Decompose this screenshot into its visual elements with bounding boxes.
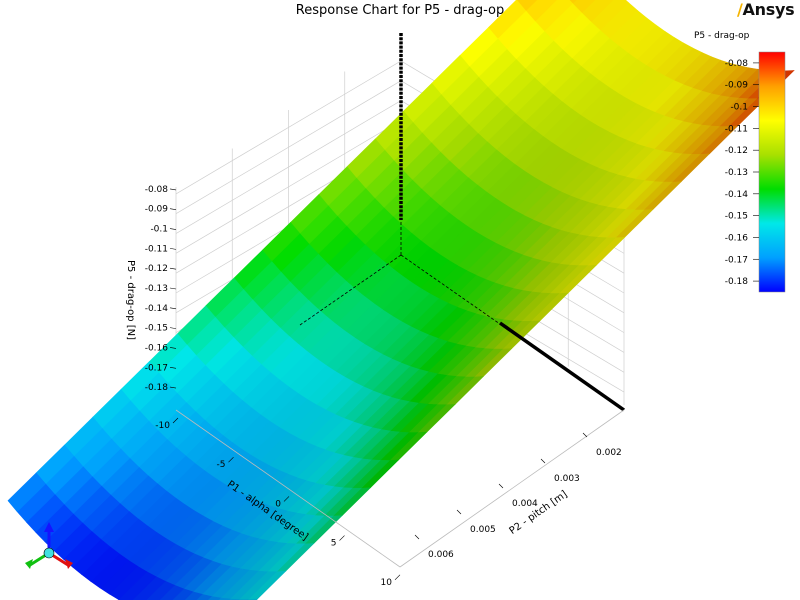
hidden-axis-line (299, 254, 402, 326)
x-axis-ticks: -10 -5 0 5 10 (155, 417, 401, 588)
z-tick-mark (169, 307, 177, 310)
surface-patch (184, 591, 203, 600)
colorbar (758, 51, 786, 293)
surface-patch (207, 596, 222, 600)
y-tick-mark (582, 432, 588, 438)
z-tick-label: -0.1 (150, 225, 168, 235)
x-tick-mark (228, 456, 234, 463)
triad-x-arrow (25, 559, 33, 569)
z-tick-mark (169, 267, 177, 270)
floor-edge (399, 409, 625, 568)
colorbar-tick-label: -0.15 (725, 212, 748, 222)
z-tick-label: -0.08 (145, 185, 169, 195)
x-tick-label: 5 (331, 539, 337, 549)
colorbar-title: P5 - drag-op (694, 31, 750, 41)
y-axis-label: P2 - pitch [m] (508, 489, 570, 537)
z-tick-mark (169, 228, 177, 230)
surface-patch (171, 588, 194, 600)
y-tick-label: 0.003 (554, 474, 580, 484)
z-tick-mark (169, 248, 177, 250)
floor-edge (175, 409, 401, 568)
y-tick-mark (456, 509, 462, 515)
colorbar-tick-label: -0.18 (725, 277, 749, 287)
z-tick-mark (169, 287, 177, 290)
colorbar-tick-label: -0.17 (725, 255, 748, 265)
colorbar-tick-label: -0.09 (725, 81, 749, 91)
z-tick-label: -0.15 (145, 324, 168, 334)
z-tick-label: -0.16 (145, 343, 169, 353)
x-tick-mark (283, 496, 290, 502)
x-tick-label: -5 (217, 460, 226, 470)
colorbar-tick-label: -0.16 (725, 233, 749, 243)
z-tick-mark (169, 386, 177, 389)
colorbar-ticks: -0.08 -0.09 -0.1 -0.11 -0.12 -0.13 -0.14 -0.15 -… (725, 59, 759, 287)
y-tick-label: 0.006 (428, 550, 454, 560)
colorbar-tick-label: -0.13 (725, 168, 748, 178)
surface-patch (195, 593, 212, 600)
x-tick-mark (339, 535, 345, 541)
z-tick-mark (169, 347, 177, 349)
colorbar-tick-label: -0.1 (730, 103, 748, 113)
triad-origin (43, 547, 55, 559)
colorbar-tick-label: -0.12 (725, 146, 748, 156)
axes-lines (175, 33, 626, 568)
y-tick-mark (414, 534, 420, 540)
pitch-axis-line (498, 321, 626, 412)
surface-patch (158, 584, 185, 600)
z-tick-mark (169, 188, 177, 191)
x-tick-mark (172, 417, 179, 424)
x-tick-label: -10 (155, 421, 170, 431)
response-surface[interactable] (7, 0, 795, 600)
z-tick-label: -0.13 (145, 284, 168, 294)
x-tick-label: 0 (275, 499, 281, 509)
z-tick-label: -0.18 (145, 383, 169, 393)
z-axis-ticks: -0.08 -0.09 -0.1 -0.11 -0.12 -0.13 -0.14 -0.15 -… (145, 185, 177, 393)
z-axis-label: P5 - drag-op [N] (125, 260, 136, 340)
z-tick-label: -0.17 (145, 363, 168, 373)
y-tick-label: 0.005 (470, 525, 496, 535)
y-axis-ticks: 0.002 0.003 0.004 0.005 0.006 (414, 432, 622, 560)
y-tick-label: 0.004 (512, 499, 538, 509)
x-tick-mark (394, 574, 401, 581)
y-tick-mark (540, 458, 546, 464)
triad-y-arrow (65, 559, 73, 569)
ansys-logo: /Ansys (737, 0, 795, 19)
z-tick-label: -0.11 (145, 244, 168, 254)
z-tick-label: -0.12 (145, 264, 168, 274)
x-tick-label: 10 (381, 578, 393, 588)
colorbar-tick-label: -0.08 (725, 59, 749, 69)
colorbar-tick-label: -0.14 (725, 190, 749, 200)
chart-title: Response Chart for P5 - drag-op (295, 3, 505, 18)
z-tick-mark (169, 366, 177, 369)
y-tick-label: 0.002 (596, 448, 622, 458)
triad-z-arrow (44, 522, 54, 532)
surface-patch (217, 597, 231, 600)
z-tick-mark (169, 327, 177, 329)
z-tick-label: -0.14 (145, 304, 169, 314)
z-tick-label: -0.09 (145, 205, 169, 215)
z-tick-mark (169, 208, 177, 211)
orientation-triad-icon[interactable] (25, 522, 73, 569)
surface-patch (7, 472, 46, 513)
colorbar-tick-label: -0.11 (725, 124, 748, 134)
y-tick-mark (498, 483, 504, 489)
